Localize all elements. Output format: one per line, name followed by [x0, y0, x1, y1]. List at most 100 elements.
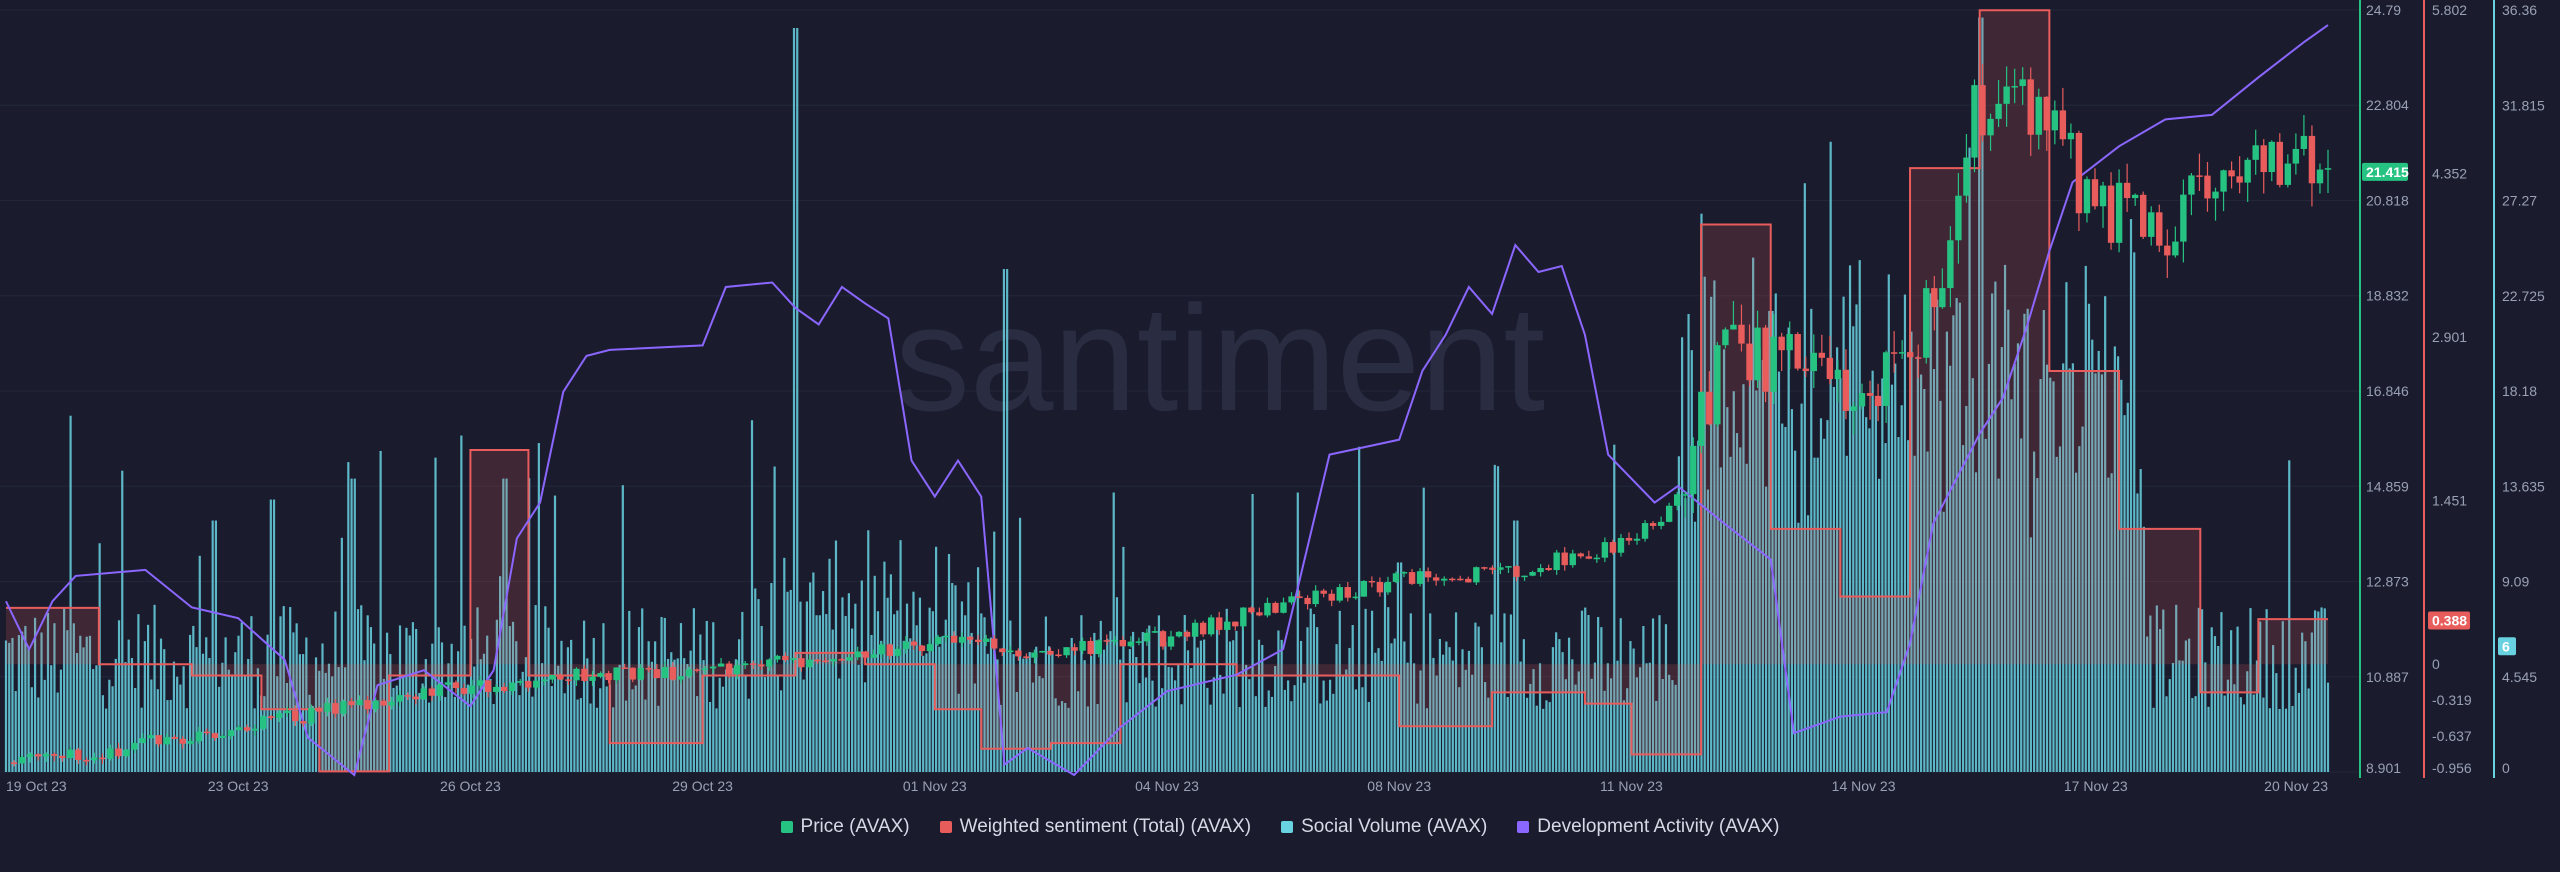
social-volume-bar [996, 659, 999, 772]
social-volume-bar [2052, 381, 2055, 772]
social-volume-bar [1942, 511, 1945, 772]
social-volume-bar [418, 692, 421, 772]
price-candle [1537, 568, 1544, 573]
price-candle [75, 749, 82, 760]
social-volume-bar [2271, 645, 2275, 772]
social-volume-bar [2113, 346, 2116, 772]
social-volume-bar [1945, 331, 1949, 772]
social-volume-bar [1677, 456, 1680, 772]
social-volume-bar [1018, 517, 1022, 772]
price-candle [1545, 568, 1552, 571]
social-volume-bar [30, 687, 33, 772]
social-volume-bar [802, 679, 805, 772]
social-volume-bar [1464, 669, 1467, 772]
social-volume-bar [2239, 697, 2242, 772]
social-volume-bar [195, 647, 198, 772]
price-candle [701, 668, 709, 670]
social-volume-bar [657, 705, 660, 772]
sentiment-fill [702, 664, 796, 676]
price-candle [1617, 537, 1625, 553]
price-candle [1778, 336, 1785, 351]
social-volume-bar [1684, 498, 1687, 772]
social-volume-bar [734, 659, 737, 772]
social-volume-bar [2236, 626, 2239, 772]
social-volume-bar [2033, 451, 2036, 772]
social-volume-bar [1865, 417, 1868, 772]
legend-label: Weighted sentiment (Total) (AVAX) [959, 816, 1252, 837]
social-volume-bar [582, 620, 586, 772]
social-volume-bar [1173, 680, 1177, 772]
social-volume-bar [2168, 679, 2171, 772]
social-volume-bar [63, 607, 66, 772]
social-volume-bar [595, 707, 599, 772]
social-volume-bar [2171, 662, 2175, 772]
social-volume-bar [566, 647, 570, 772]
social-volume-bar [511, 621, 515, 772]
social-volume-bar [1332, 693, 1335, 772]
social-volume-bar [505, 478, 508, 772]
price-candle [195, 731, 203, 742]
price-candle [123, 749, 130, 757]
price-candle [2099, 185, 2107, 207]
social-volume-bar [1900, 405, 1903, 772]
social-volume-bar [1529, 683, 1532, 772]
social-volume-bar [2123, 415, 2126, 772]
social-volume-bar [385, 632, 389, 772]
social-volume-bar [2116, 356, 2120, 772]
social-volume-bar [1897, 437, 1900, 772]
price-candle [958, 636, 966, 643]
price-candle [1143, 632, 1151, 642]
social-volume-bar [1845, 455, 1848, 772]
price-candle [1328, 593, 1335, 601]
social-volume-bar [79, 635, 82, 772]
social-volume-bar [1474, 622, 1477, 772]
legend-item-social-volume[interactable]: Social Volume (AVAX) [1281, 816, 1487, 838]
social-volume-bar [224, 637, 227, 772]
legend-item-sentiment[interactable]: Weighted sentiment (Total) (AVAX) [939, 816, 1252, 838]
price-candle [541, 679, 548, 682]
social-volume-bar [1199, 640, 1203, 772]
price-candle [1722, 329, 1729, 346]
social-volume-bar [1797, 522, 1800, 772]
price-candle [950, 635, 958, 643]
social-volume-bar [1409, 613, 1412, 772]
social-volume-bar [1658, 615, 1661, 772]
social-volume-bar [2020, 438, 2023, 772]
price-candle [227, 730, 235, 737]
social-volume-bar [857, 664, 860, 772]
price-candle [1248, 607, 1255, 613]
price-candle [613, 667, 620, 681]
social-volume-bar [2100, 374, 2104, 772]
price-candle [1561, 552, 1568, 566]
price-candle [2003, 86, 2010, 104]
social-volume-bar [576, 699, 579, 772]
price-candle [219, 736, 227, 738]
legend-item-price[interactable]: Price (AVAX) [780, 816, 910, 838]
social-volume-bar [618, 664, 621, 772]
social-volume-bar [1545, 700, 1548, 772]
price-candle [436, 684, 444, 696]
price-candle [42, 754, 50, 757]
price-candle [1569, 553, 1576, 566]
social-volume-bar [1742, 384, 1745, 772]
price-candle [1167, 636, 1175, 647]
social-volume-bar [343, 667, 347, 772]
legend-item-dev-activity[interactable]: Development Activity (AVAX) [1517, 816, 1779, 838]
social-volume-bar [1878, 478, 1881, 772]
social-volume-bar [1697, 440, 1700, 772]
social-volume-bar [902, 640, 905, 772]
social-volume-bar [886, 597, 889, 772]
social-volume-bar [621, 485, 624, 772]
axes: 24.79 22.804 20.818 18.832 16.846 14.859 12.87… [2359, 0, 2545, 778]
price-candle [2083, 179, 2091, 214]
price-candle [2292, 148, 2300, 164]
social-volume-bar [50, 665, 53, 772]
social-volume-bar [285, 682, 289, 772]
social-volume-bar [863, 682, 867, 772]
social-volume-bar [11, 637, 14, 772]
social-volume-bar [1661, 679, 1664, 772]
price-candle [846, 657, 853, 661]
price-candle [878, 644, 885, 655]
social-volume-bar [1574, 684, 1577, 772]
social-volume-bar [473, 666, 476, 772]
